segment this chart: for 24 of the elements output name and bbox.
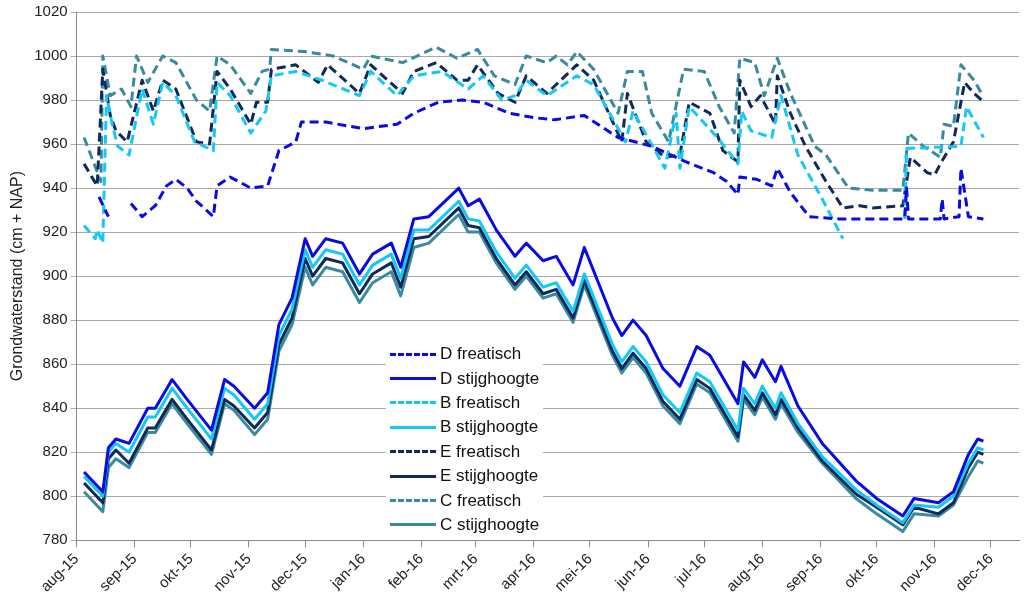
legend-label: C stijghoogte [440, 514, 540, 535]
line-series [82, 61, 984, 210]
legend-label: E stijghoogte [440, 466, 539, 487]
y-tick-label: 900 [42, 266, 68, 284]
y-tick-label: 960 [42, 134, 68, 152]
legend-label: C freatisch [440, 490, 522, 511]
y-tick-label: 840 [42, 398, 68, 416]
y-tick-label: 780 [42, 530, 68, 548]
legend-label: B freatisch [440, 392, 521, 413]
y-tick-label: 940 [42, 178, 68, 196]
y-tick-label: 880 [42, 310, 68, 328]
y-tick-label: 800 [42, 486, 68, 504]
legend-label: D freatisch [440, 344, 522, 365]
y-axis-title: Grondwaterstand (cm + NAP) [8, 170, 26, 382]
line-series [82, 45, 984, 192]
y-tick-label: 920 [42, 222, 68, 240]
legend-label: D stijghoogte [440, 368, 540, 389]
y-tick-label: 1000 [34, 46, 68, 64]
y-tick-label: 860 [42, 354, 68, 372]
legend-label: B stijghoogte [440, 417, 539, 438]
legend-label: E freatisch [440, 441, 521, 462]
y-tick-label: 1020 [34, 2, 68, 20]
y-tick-label: 820 [42, 442, 68, 460]
y-tick-label: 980 [42, 90, 68, 108]
